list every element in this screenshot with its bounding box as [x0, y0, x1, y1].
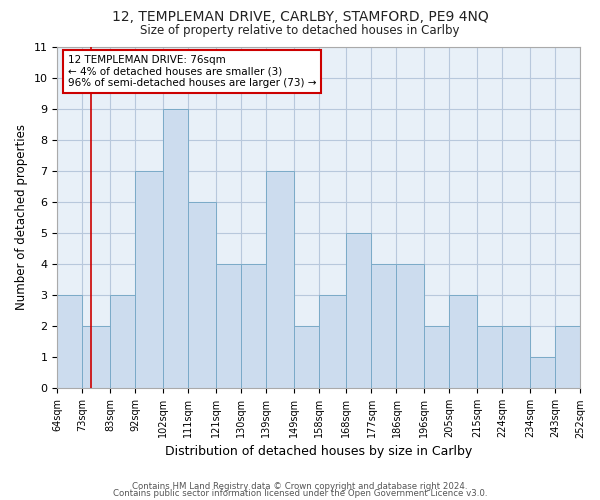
Bar — [110, 295, 135, 388]
Bar — [241, 264, 266, 388]
Bar — [477, 326, 502, 388]
Bar — [135, 171, 163, 388]
Bar — [530, 358, 555, 388]
X-axis label: Distribution of detached houses by size in Carlby: Distribution of detached houses by size … — [165, 444, 472, 458]
Text: Contains public sector information licensed under the Open Government Licence v3: Contains public sector information licen… — [113, 490, 487, 498]
Bar — [266, 171, 293, 388]
Bar — [502, 326, 530, 388]
Y-axis label: Number of detached properties: Number of detached properties — [15, 124, 28, 310]
Bar — [555, 326, 580, 388]
Bar — [57, 295, 82, 388]
Bar — [216, 264, 241, 388]
Bar — [371, 264, 397, 388]
Bar — [346, 233, 371, 388]
Bar — [319, 295, 346, 388]
Text: Contains HM Land Registry data © Crown copyright and database right 2024.: Contains HM Land Registry data © Crown c… — [132, 482, 468, 491]
Bar — [449, 295, 477, 388]
Text: 12 TEMPLEMAN DRIVE: 76sqm
← 4% of detached houses are smaller (3)
96% of semi-de: 12 TEMPLEMAN DRIVE: 76sqm ← 4% of detach… — [68, 55, 316, 88]
Text: Size of property relative to detached houses in Carlby: Size of property relative to detached ho… — [140, 24, 460, 37]
Bar — [163, 108, 188, 388]
Bar — [397, 264, 424, 388]
Bar — [424, 326, 449, 388]
Bar — [82, 326, 110, 388]
Text: 12, TEMPLEMAN DRIVE, CARLBY, STAMFORD, PE9 4NQ: 12, TEMPLEMAN DRIVE, CARLBY, STAMFORD, P… — [112, 10, 488, 24]
Bar — [188, 202, 216, 388]
Bar — [293, 326, 319, 388]
